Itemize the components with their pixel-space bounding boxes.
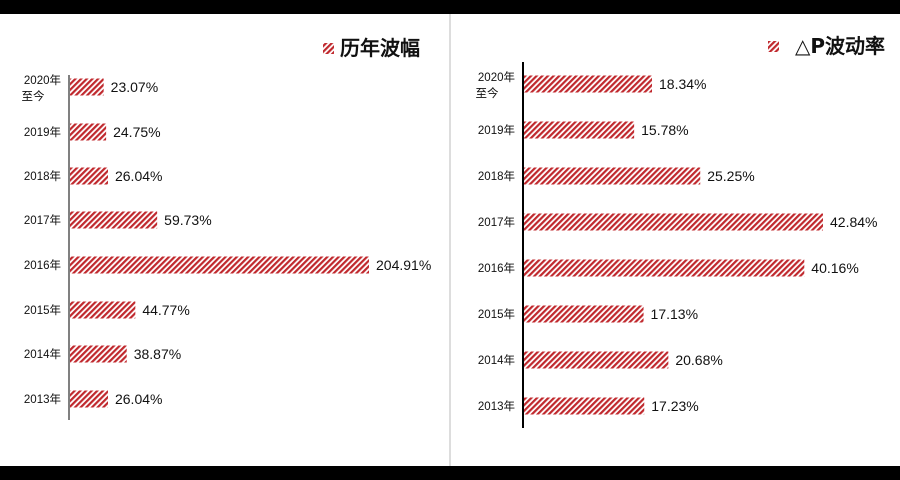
left-bar [70,167,108,185]
right-bar [524,121,635,139]
left-data-label: 44.77% [142,302,189,318]
right-category-label: 2016年 [478,261,515,275]
left-bar [70,345,127,363]
left-data-label: 38.87% [134,346,181,362]
left-data-label: 26.04% [115,168,162,184]
top-frame-bar [0,0,900,14]
left-category-label: 2017年 [24,213,61,227]
right-data-label: 15.78% [641,122,688,138]
right-data-label: 42.84% [830,214,877,230]
left-bar [70,123,107,141]
left-legend-swatch [323,43,334,54]
right-legend-swatch [768,41,779,52]
left-data-label: 26.04% [115,391,162,407]
bottom-frame-bar [0,466,900,480]
right-category-label: 2015年 [478,307,515,321]
right-bar [524,75,653,93]
left-category-label: 2016年 [24,258,61,272]
right-bar [524,397,645,415]
right-category-label-cont: 至今 [476,86,499,100]
left-category-label: 2014年 [24,347,61,361]
right-data-label: 25.25% [707,168,754,184]
right-category-label: 2020年 [478,70,515,84]
right-bar [524,213,823,231]
left-legend-label: 历年波幅 [340,36,420,60]
left-category-label-cont: 至今 [22,89,45,103]
left-bar [70,301,136,319]
left-bar [70,78,104,96]
right-category-label: 2017年 [478,215,515,229]
right-data-label: 20.68% [675,352,722,368]
left-category-label: 2019年 [24,125,61,139]
left-data-label: 59.73% [164,212,211,228]
left-data-label: 23.07% [111,79,158,95]
right-bar [524,167,701,185]
left-bar [70,256,369,274]
right-legend-label: △P波动率 [795,34,885,58]
right-category-label: 2019年 [478,123,515,137]
right-category-label: 2018年 [478,169,515,183]
panel-divider [449,14,451,466]
right-data-label: 18.34% [659,76,706,92]
left-category-label: 2020年 [24,73,61,87]
right-data-label: 40.16% [811,260,858,276]
right-category-label: 2013年 [478,399,515,413]
right-bar [524,305,644,323]
left-data-label: 24.75% [113,124,160,140]
right-data-label: 17.13% [651,306,698,322]
left-data-label: 204.91% [376,257,431,273]
left-category-label: 2018年 [24,169,61,183]
right-category-label: 2014年 [478,353,515,367]
left-bar [70,390,108,408]
left-category-label: 2013年 [24,392,61,406]
right-data-label: 17.23% [651,398,698,414]
left-bar [70,211,158,229]
right-bar [524,351,669,369]
right-bar [524,259,805,277]
left-category-label: 2015年 [24,303,61,317]
